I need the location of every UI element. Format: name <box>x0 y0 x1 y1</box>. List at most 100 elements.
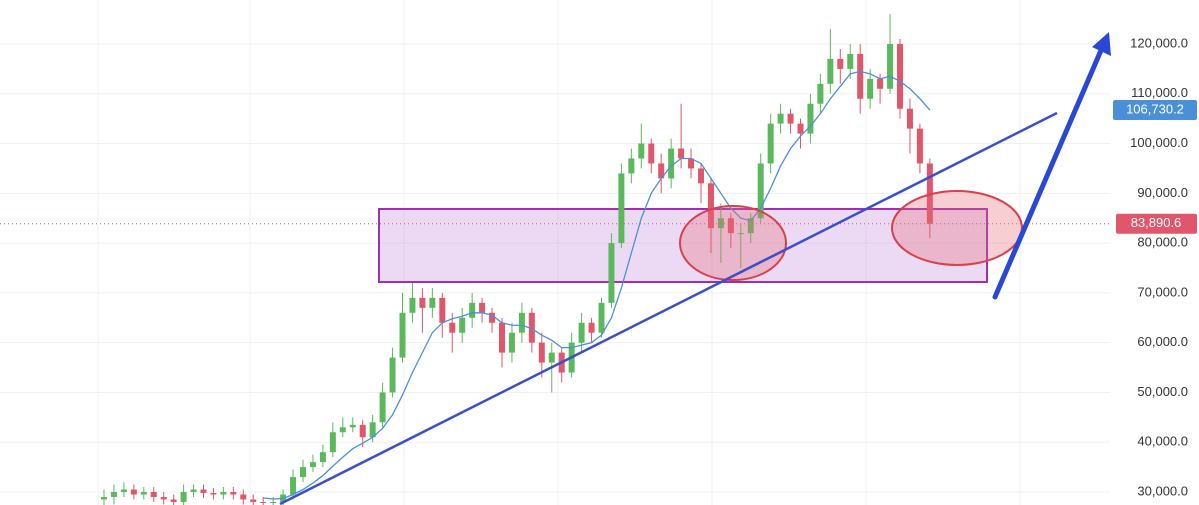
candle-body <box>538 342 545 363</box>
candle-body <box>260 501 267 503</box>
candle-body <box>230 492 237 495</box>
candle-body <box>638 143 645 159</box>
candle-body <box>240 494 247 500</box>
candle-body <box>439 297 446 323</box>
candle-body <box>578 322 585 343</box>
candle-body <box>548 352 555 363</box>
candle-body <box>429 297 436 308</box>
candle-body <box>787 113 794 124</box>
candle-body <box>797 123 804 134</box>
candle-body <box>757 163 764 219</box>
candle-body <box>887 43 894 89</box>
candle-body <box>906 108 913 129</box>
candle-body <box>727 218 734 234</box>
candle-body <box>508 332 515 353</box>
candle-body <box>409 297 416 313</box>
candle-body <box>648 143 655 164</box>
candle-body <box>608 243 615 303</box>
candle-body <box>270 501 277 503</box>
candle-body <box>867 78 874 99</box>
candle-body <box>110 492 117 497</box>
price-label: 106,730.2 <box>1126 101 1184 116</box>
candle-body <box>210 492 217 495</box>
candle-body <box>349 424 356 428</box>
candle-body <box>857 53 864 99</box>
price-label-box <box>1113 100 1197 121</box>
candle-body <box>120 489 127 493</box>
highlight-ellipse <box>891 190 1023 266</box>
candle-body <box>290 477 297 495</box>
candle-body <box>678 148 685 159</box>
trend-line <box>279 111 1058 505</box>
candle-body <box>598 302 605 333</box>
candle-body <box>369 422 376 438</box>
candle-body <box>160 496 167 500</box>
candle-body <box>319 452 326 463</box>
candle-body <box>150 492 157 497</box>
y-tick-label: 110,000.0 <box>1131 85 1188 100</box>
candle-body <box>399 312 406 358</box>
candle-body <box>220 492 227 495</box>
candle-body <box>717 218 724 229</box>
candle-body <box>419 297 426 308</box>
candle-body <box>817 83 824 104</box>
candle-body <box>389 357 396 393</box>
candle-body <box>489 312 496 323</box>
candle-body <box>449 322 456 333</box>
candle-body <box>190 489 197 493</box>
candle-body <box>479 302 486 313</box>
candle-body <box>140 492 147 495</box>
candle-body <box>130 489 137 495</box>
candle-body <box>827 58 834 84</box>
y-tick-label: 60,000.0 <box>1137 334 1188 349</box>
candle-body <box>379 392 386 423</box>
candle-body <box>180 492 187 502</box>
y-tick-label: 90,000.0 <box>1137 185 1188 200</box>
candle-body <box>916 128 923 164</box>
candle-body <box>628 158 635 174</box>
candle-body <box>747 218 754 234</box>
y-tick-label: 70,000.0 <box>1137 284 1188 299</box>
highlight-ellipse <box>679 205 787 281</box>
candle-body <box>200 489 207 493</box>
candle-body <box>588 322 595 333</box>
y-tick-label: 120,000.0 <box>1130 35 1188 50</box>
candle-body <box>837 58 844 69</box>
y-tick-label: 40,000.0 <box>1137 434 1188 449</box>
candle-body <box>877 78 884 89</box>
moving-average <box>263 70 931 500</box>
candle-body <box>170 499 177 502</box>
y-tick-label: 80,000.0 <box>1137 235 1188 250</box>
candle-body <box>101 496 107 500</box>
arrow-shaft <box>992 45 1105 300</box>
arrow-head <box>1092 32 1111 56</box>
candle-body <box>658 163 665 179</box>
candle-body <box>807 103 814 134</box>
candle-body <box>707 183 714 229</box>
candle-body <box>847 53 854 69</box>
candle-body <box>698 168 704 184</box>
support-zone <box>378 208 988 283</box>
y-tick-label: 100,000.0 <box>1130 135 1188 150</box>
price-label-box <box>1116 213 1197 234</box>
candle-body <box>618 173 625 244</box>
candle-body <box>300 467 306 478</box>
candle-body <box>250 499 257 502</box>
candle-body <box>469 302 476 318</box>
candle-body <box>688 158 695 169</box>
vertical-grid <box>97 0 1021 505</box>
candle-body <box>897 43 903 109</box>
candle-body <box>668 148 675 179</box>
candle-body <box>518 312 525 333</box>
price-label: 83,890.6 <box>1131 215 1182 230</box>
candle-body <box>499 322 505 353</box>
candle-body <box>329 432 336 453</box>
candle-body <box>359 424 366 438</box>
candle-body <box>737 233 744 235</box>
y-tick-label: 50,000.0 <box>1137 384 1188 399</box>
candle-body <box>309 462 316 468</box>
y-tick-label: 30,000.0 <box>1137 483 1188 498</box>
candle-body <box>767 123 774 164</box>
candle-body <box>528 312 535 343</box>
